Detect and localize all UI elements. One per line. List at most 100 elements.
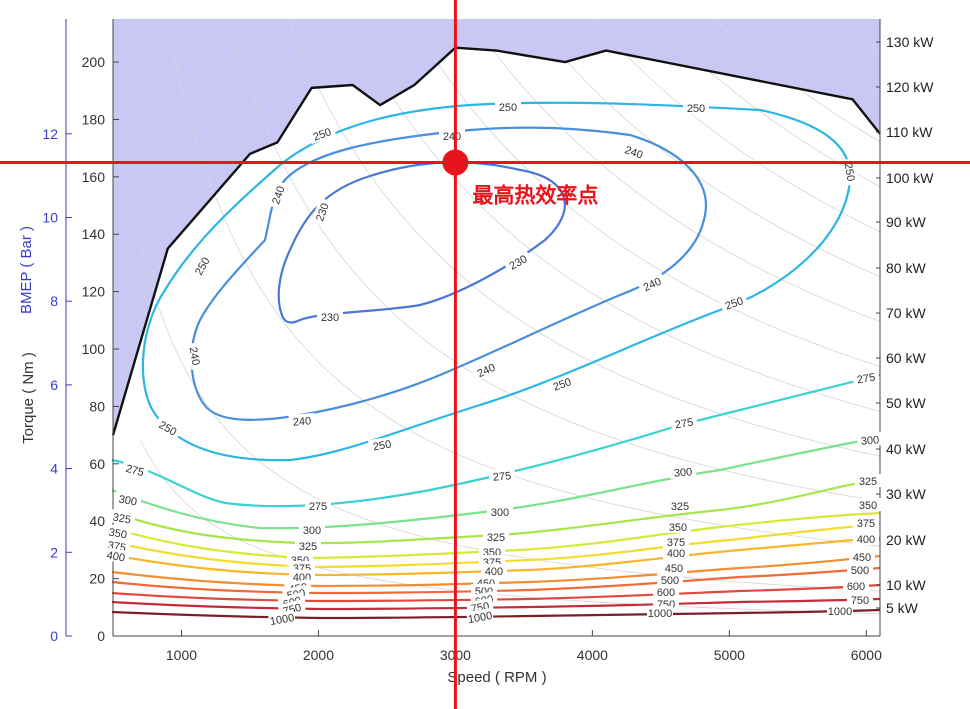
contour-label-bg xyxy=(479,545,505,558)
contour-label-300: 300 xyxy=(673,466,692,480)
max-torque-curve xyxy=(111,46,881,436)
contour-label-500: 500 xyxy=(851,565,869,577)
contour-label-bg xyxy=(855,498,881,511)
x-tick-label: 4000 xyxy=(577,647,608,663)
contour-line-400 xyxy=(111,536,881,577)
contour-line-250 xyxy=(141,101,852,462)
y-tick-label: 100 xyxy=(82,341,106,357)
contour-label-bg xyxy=(266,180,289,210)
y-tick-label: 140 xyxy=(82,226,106,242)
contour-label-400: 400 xyxy=(857,534,875,546)
contour-label-250: 250 xyxy=(687,103,705,115)
contour-label-275: 275 xyxy=(309,501,327,513)
y-tick-label: 200 xyxy=(82,54,106,70)
contour-label-bg xyxy=(849,550,875,563)
power-label: 30 kW xyxy=(886,486,926,502)
contour-label-bg xyxy=(843,579,869,592)
power-isoline-60kw xyxy=(411,22,881,367)
contour-label-350: 350 xyxy=(669,522,687,534)
contour-label-275: 275 xyxy=(674,416,694,431)
contour-label-300: 300 xyxy=(118,493,138,508)
x-tick-label: 5000 xyxy=(714,647,745,663)
contour-label-400: 400 xyxy=(106,549,126,564)
contour-line-240 xyxy=(190,126,708,421)
contour-label-bg xyxy=(120,459,150,480)
contour-label-bg xyxy=(847,593,873,606)
contour-label-bg xyxy=(186,341,205,370)
power-isoline-40kw xyxy=(287,20,881,457)
y-tick-label: 120 xyxy=(82,284,106,300)
contour-label-1000: 1000 xyxy=(828,606,852,618)
contour-label-325: 325 xyxy=(859,476,877,488)
y-tick-label: 40 xyxy=(89,513,105,529)
y-tick-label: 20 xyxy=(89,571,105,587)
contour-label-bg xyxy=(683,101,709,114)
bmep-tick-label: 4 xyxy=(50,461,58,477)
power-label: 100 kW xyxy=(886,170,934,186)
y-tick-label: 180 xyxy=(82,111,106,127)
y-tick-label: 80 xyxy=(89,398,105,414)
contour-label-bg xyxy=(267,609,296,628)
contour-label-1000: 1000 xyxy=(467,610,493,626)
power-label: 10 kW xyxy=(886,577,926,593)
contour-label-bg xyxy=(719,291,749,314)
power-label: 110 kW xyxy=(886,124,933,140)
power-label: 20 kW xyxy=(886,532,926,548)
power-isoline-30kw xyxy=(230,31,881,502)
bmep-tick-label: 10 xyxy=(42,209,58,225)
power-label: 5 kW xyxy=(886,600,919,616)
contour-label-750: 750 xyxy=(851,595,869,607)
power-label: 50 kW xyxy=(886,395,926,411)
contour-label-250: 250 xyxy=(499,102,517,114)
power-isoline-130kw xyxy=(838,21,881,53)
contour-label-bg xyxy=(471,358,501,381)
contour-label-300: 300 xyxy=(303,525,321,537)
contour-label-400: 400 xyxy=(667,548,685,560)
contour-label-bg xyxy=(495,100,521,113)
contour-label-bg xyxy=(665,520,691,533)
bmep-tick-label: 0 xyxy=(50,628,58,644)
contour-label-250: 250 xyxy=(312,126,333,144)
bmep-tick-label: 6 xyxy=(50,377,58,393)
contour-label-bg xyxy=(827,604,853,617)
bmep-tick-label: 8 xyxy=(50,293,58,309)
contour-label-300: 300 xyxy=(491,507,509,519)
contour-label-240: 240 xyxy=(187,346,202,366)
contour-label-bg xyxy=(841,157,860,186)
contour-label-bg xyxy=(637,272,667,295)
bmep-axis-title: BMEP ( Bar ) xyxy=(18,226,35,314)
contour-label-bg xyxy=(647,606,673,619)
contour-label-400: 400 xyxy=(485,566,503,578)
y-axis-title: Torque ( Nm ) xyxy=(20,352,37,444)
contour-label-bg xyxy=(663,546,689,559)
contour-label-bg xyxy=(295,539,321,552)
contour-label-bg xyxy=(855,474,881,487)
contour-label-bg xyxy=(317,310,343,323)
power-isoline-10kw xyxy=(140,244,881,592)
contour-label-bg xyxy=(851,368,880,387)
contour-label-240: 240 xyxy=(443,131,461,143)
max-efficiency-point-marker xyxy=(442,149,469,176)
contour-label-300: 300 xyxy=(860,434,879,448)
contour-line-1000 xyxy=(111,608,881,620)
contour-label-325: 325 xyxy=(299,541,317,553)
power-isoline-120kw xyxy=(781,24,881,98)
contour-line-375 xyxy=(111,522,881,569)
max-efficiency-point-label: 最高热效率点 xyxy=(472,183,598,207)
contour-label-bg xyxy=(108,508,137,527)
contour-label-bg xyxy=(661,561,687,574)
contour-label-500: 500 xyxy=(661,575,679,587)
contour-label-bg xyxy=(439,129,465,142)
y-tick-label: 60 xyxy=(89,456,105,472)
contour-label-bg xyxy=(299,523,325,536)
contour-label-bg xyxy=(189,251,214,281)
contour-label-bg xyxy=(367,435,396,454)
contour-label-bg xyxy=(465,607,494,626)
contour-label-240: 240 xyxy=(292,415,311,429)
contour-label-230: 230 xyxy=(321,312,339,324)
contour-label-450: 450 xyxy=(665,563,683,575)
contour-label-bg xyxy=(307,122,337,145)
contour-line-275 xyxy=(111,373,881,508)
contour-label-bg xyxy=(657,573,683,586)
